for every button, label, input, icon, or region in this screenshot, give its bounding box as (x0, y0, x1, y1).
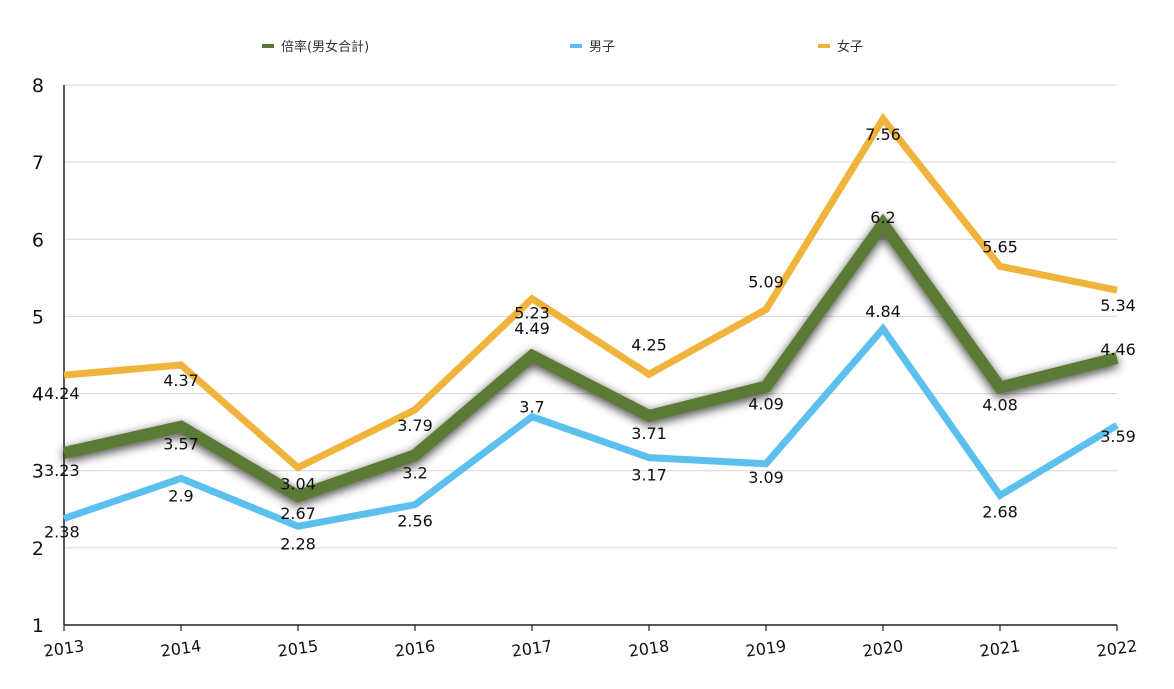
y-tick-label: 2 (32, 538, 44, 560)
data-label-female: 4.37 (163, 371, 199, 390)
y-tick-label: 4 (32, 384, 44, 406)
x-tick-label: 2017 (510, 636, 553, 660)
data-label-total: 3.23 (44, 461, 80, 480)
gridlines (64, 84, 1117, 549)
x-tick-label: 2021 (978, 636, 1021, 660)
legend-item-total: 倍率(男女合計) (262, 39, 369, 55)
x-tick-label: 2018 (627, 636, 670, 660)
y-tick-label: 6 (32, 229, 44, 251)
x-tick-label: 2013 (42, 636, 85, 660)
data-label-female: 5.23 (514, 304, 550, 323)
legend-label-total: 倍率(男女合計) (281, 39, 369, 55)
data-label-male: 2.56 (397, 512, 433, 531)
legend-swatch-male (570, 44, 582, 48)
data-label-female: 7.56 (865, 125, 901, 144)
x-axis-ticks: 2013 2014 2015 2016 2017 2018 2019 2020 2021 2022 (42, 625, 1138, 661)
data-label-total: 4.09 (748, 395, 784, 414)
data-label-male: 2.38 (44, 523, 80, 542)
y-tick-label: 5 (32, 306, 44, 328)
data-label-female: 4.24 (44, 384, 80, 403)
data-label-male: 3.17 (631, 466, 667, 485)
x-tick-label: 2020 (861, 636, 904, 660)
data-label-male: 2.28 (280, 534, 316, 553)
data-label-total: 4.08 (982, 395, 1018, 414)
data-label-male: 3.09 (748, 468, 784, 487)
data-label-total: 6.2 (870, 208, 895, 227)
axes (63, 85, 1117, 626)
data-label-total: 2.67 (280, 504, 316, 523)
x-tick-label: 2014 (159, 636, 202, 660)
series-line-male (62, 323, 1119, 530)
data-label-total: 3.57 (163, 435, 199, 454)
y-axis-ticks: 1 2 3 4 5 6 7 8 (32, 75, 44, 637)
data-label-female: 3.04 (280, 475, 316, 494)
data-label-female: 5.09 (748, 272, 784, 291)
x-tick-label: 2016 (393, 636, 436, 660)
y-tick-label: 8 (32, 75, 44, 97)
data-label-male: 2.68 (982, 502, 1018, 521)
x-tick-label: 2015 (276, 636, 319, 660)
data-label-total: 4.46 (1100, 340, 1136, 359)
data-label-female: 3.79 (397, 416, 433, 435)
legend-label-female: 女子 (837, 39, 863, 55)
x-tick-label: 2019 (744, 636, 787, 660)
y-tick-label: 1 (32, 615, 44, 637)
legend-swatch-total (262, 44, 274, 48)
data-label-total: 4.49 (514, 319, 550, 338)
legend: 倍率(男女合計) 男子 女子 (262, 39, 863, 55)
series-line-total (62, 213, 1119, 503)
data-label-total: 3.71 (631, 424, 667, 443)
legend-item-female: 女子 (818, 39, 863, 55)
legend-swatch-female (818, 44, 830, 48)
x-tick-label: 2022 (1095, 636, 1138, 660)
data-label-male: 2.9 (168, 486, 193, 505)
data-label-female: 5.34 (1100, 296, 1136, 315)
data-label-male: 3.7 (519, 398, 544, 417)
data-label-female: 5.65 (982, 237, 1018, 256)
data-label-male: 4.84 (865, 302, 901, 321)
legend-item-male: 男子 (570, 40, 615, 55)
data-label-total: 3.2 (402, 463, 427, 482)
series-lines (62, 112, 1119, 530)
data-labels: 3.23 3.57 2.67 3.2 4.49 3.71 4.09 6.2 4.08 4.46 2.… (44, 125, 1136, 553)
data-label-male: 3.59 (1100, 427, 1136, 446)
y-tick-label: 3 (32, 461, 44, 483)
legend-label-male: 男子 (589, 40, 615, 55)
y-tick-label: 7 (32, 152, 44, 174)
series-line-female (63, 112, 1118, 472)
data-label-female: 4.25 (631, 335, 667, 354)
